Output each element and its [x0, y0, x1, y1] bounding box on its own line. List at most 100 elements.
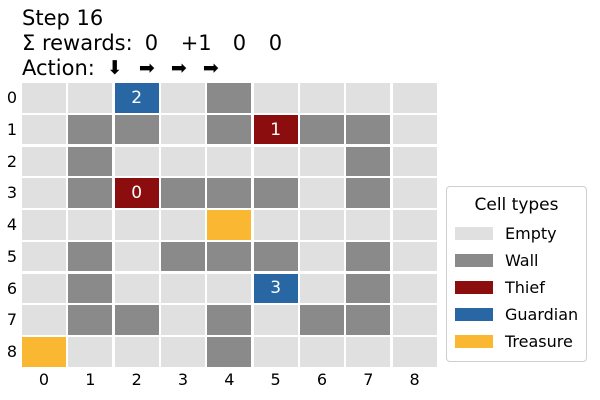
row-label-0: 0 [6, 88, 18, 107]
col-label-6: 6 [316, 370, 328, 389]
cell-wall-r1-c6 [299, 114, 344, 145]
agent-id-label: 2 [131, 87, 143, 108]
cell-wall-r2-c1 [68, 146, 113, 177]
cell-empty-r8-c7 [346, 337, 391, 367]
step-counter: Step 16 [22, 6, 104, 30]
agent-id-label: 3 [270, 278, 282, 299]
cell-wall-r7-c1 [68, 305, 113, 335]
cell-empty-r1-c8 [392, 114, 437, 145]
cell-wall-r3-c4 [207, 178, 252, 208]
cell-empty-r4-c7 [346, 210, 391, 240]
agent-id-label: 0 [131, 183, 143, 204]
action-arrow-agent-0: ⬇ [106, 57, 123, 79]
legend-label-empty: Empty [505, 223, 557, 243]
cell-wall-r7-c4 [207, 305, 252, 335]
reward-agent-3: 0 [268, 31, 283, 55]
cell-empty-r8-c2 [114, 337, 159, 367]
cell-wall-r5-c4 [207, 241, 252, 272]
legend-item-empty: Empty [455, 223, 557, 243]
col-label-7: 7 [363, 370, 374, 389]
cell-empty-r6-c3 [160, 273, 205, 304]
cell-empty-r8-c5 [253, 337, 298, 367]
cell-empty-r4-c5 [253, 210, 298, 240]
cell-thief-r1-c5: 1 [253, 114, 298, 145]
cell-empty-r3-c0 [22, 178, 66, 208]
row-label-2: 2 [6, 151, 18, 171]
cell-empty-r0-c3 [160, 83, 205, 113]
col-label-5: 5 [270, 370, 281, 389]
row-label-4: 4 [6, 215, 18, 235]
cell-empty-r6-c8 [392, 273, 437, 304]
cell-wall-r1-c7 [346, 114, 391, 145]
cell-guardian-r6-c5: 3 [253, 273, 298, 304]
cell-empty-r2-c8 [392, 146, 437, 177]
action-arrow-agent-1: ➡ [138, 57, 155, 79]
cell-empty-r4-c0 [22, 210, 66, 240]
cell-empty-r8-c6 [299, 337, 344, 367]
cell-empty-r5-c0 [22, 241, 66, 272]
col-label-1: 1 [85, 370, 96, 389]
row-label-6: 6 [6, 278, 18, 298]
cell-wall-r3-c5 [253, 178, 298, 208]
reward-agent-0: 0 [144, 31, 159, 55]
cell-empty-r2-c4 [207, 146, 252, 177]
legend-swatch-wall [455, 253, 493, 267]
agent-id-label: 1 [270, 119, 282, 140]
cell-wall-r0-c4 [207, 83, 252, 113]
row-label-1: 1 [6, 119, 18, 139]
cell-empty-r4-c1 [68, 210, 113, 240]
cell-empty-r8-c3 [160, 337, 205, 367]
col-label-0: 0 [38, 370, 50, 389]
cell-wall-r5-c1 [68, 241, 113, 272]
legend-swatch-empty [455, 226, 493, 240]
cell-empty-r5-c8 [392, 241, 437, 272]
cell-wall-r1-c4 [207, 114, 252, 145]
cell-empty-r2-c0 [22, 146, 66, 177]
cell-treasure-r4-c4 [207, 210, 252, 240]
rewards-line: Σ rewards: 0 +1 0 0 [22, 31, 289, 56]
cell-empty-r6-c2 [114, 273, 159, 304]
reward-agent-1: +1 [180, 31, 212, 55]
cell-wall-r5-c3 [160, 241, 205, 272]
cell-wall-r1-c2 [114, 114, 159, 145]
cell-wall-r5-c7 [346, 241, 391, 272]
cell-empty-r4-c8 [392, 210, 437, 240]
legend-item-wall: Wall [455, 250, 539, 270]
col-label-3: 3 [177, 370, 189, 389]
step-line: Step 16 [22, 6, 289, 31]
cell-empty-r0-c1 [68, 83, 113, 113]
cell-wall-r6-c1 [68, 273, 113, 304]
cell-wall-r7-c2 [114, 305, 159, 335]
cell-empty-r0-c5 [253, 83, 298, 113]
game-board: 2 1 0 3 [21, 82, 438, 368]
cell-wall-r3-c3 [160, 178, 205, 208]
cell-wall-r6-c7 [346, 273, 391, 304]
cell-empty-r6-c4 [207, 273, 252, 304]
cell-empty-r5-c6 [299, 241, 344, 272]
cell-empty-r7-c3 [160, 305, 205, 335]
cell-empty-r4-c2 [114, 210, 159, 240]
cell-empty-r1-c0 [22, 114, 66, 145]
legend-swatch-guardian [455, 307, 493, 321]
cell-wall-r3-c1 [68, 178, 113, 208]
reward-agent-2: 0 [232, 31, 247, 55]
legend-item-thief: Thief [455, 277, 545, 297]
cell-empty-r0-c6 [299, 83, 344, 113]
legend-title: Cell types [474, 195, 559, 215]
cell-wall-r1-c1 [68, 114, 113, 145]
action-label: Action: [22, 56, 95, 80]
cell-empty-r2-c2 [114, 146, 159, 177]
cell-empty-r3-c6 [299, 178, 344, 208]
cell-empty-r4-c3 [160, 210, 205, 240]
cell-empty-r3-c8 [392, 178, 437, 208]
cell-wall-r2-c7 [346, 146, 391, 177]
row-label-3: 3 [6, 183, 18, 203]
cell-empty-r2-c5 [253, 146, 298, 177]
legend: Cell types Empty Wall Thief Guardian Treasur… [446, 186, 587, 362]
cell-empty-r0-c0 [22, 83, 66, 113]
cell-treasure-r8-c0 [22, 337, 66, 367]
col-label-4: 4 [224, 370, 235, 389]
cell-empty-r7-c5 [253, 305, 298, 335]
action-line: Action: ⬇ ➡ ➡ ➡ [22, 56, 289, 81]
action-arrow-agent-2: ➡ [170, 57, 187, 79]
